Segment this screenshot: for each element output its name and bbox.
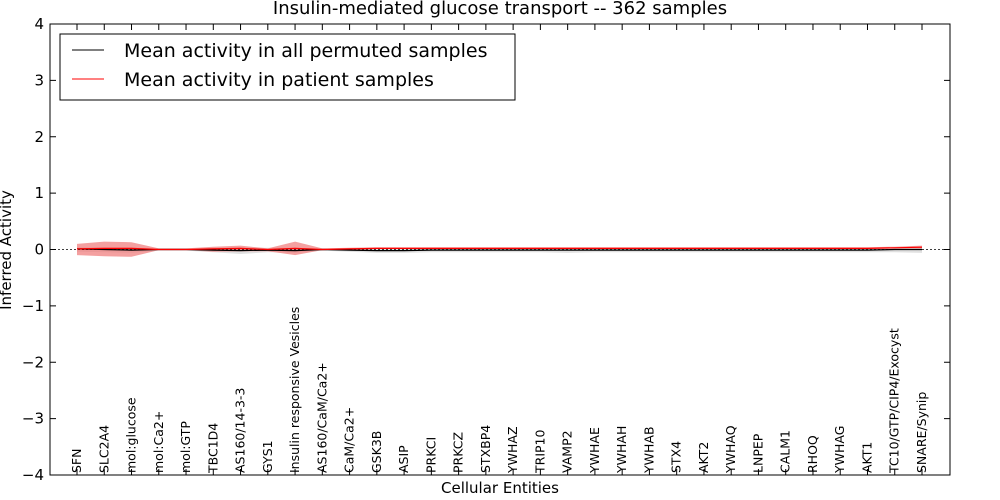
y-axis-title: Inferred Activity <box>0 190 15 310</box>
legend-label-permuted: Mean activity in all permuted samples <box>124 40 487 62</box>
x-tick-label: VAMP2 <box>560 430 575 473</box>
x-tick-label: STXBP4 <box>478 425 493 473</box>
x-axis-title: Cellular Entities <box>441 479 559 497</box>
x-tick-label: CaM/Ca2+ <box>342 407 357 473</box>
x-tick-label: GSK3B <box>369 431 384 473</box>
y-tick-label: 4 <box>34 15 44 33</box>
band-patient <box>77 241 922 257</box>
x-tick-label: AKT1 <box>860 442 875 473</box>
x-tick-label: CALM1 <box>778 430 793 473</box>
y-axis: −4 −3 −2 −1 0 1 2 3 4 <box>22 15 950 484</box>
x-tick-label: YWHAB <box>641 426 656 474</box>
x-tick-label: mol:glucose <box>124 397 139 473</box>
y-tick-label: 3 <box>34 71 44 89</box>
plot-area <box>50 241 950 257</box>
y-tick-label: −2 <box>22 353 44 371</box>
legend: Mean activity in all permuted samples Me… <box>59 33 516 101</box>
chart-title: Insulin-mediated glucose transport -- 36… <box>273 0 727 19</box>
x-axis: SFN SLC2A4 mol:glucose mol:Ca2+ mol:GTP TBC1D… <box>69 24 929 475</box>
x-tick-label: YWHAG <box>832 426 847 474</box>
x-tick-label: AS160/14-3-3 <box>233 388 248 473</box>
y-tick-label: −4 <box>22 466 44 484</box>
x-tick-label: ASIP <box>396 445 411 473</box>
x-tick-label: LNPEP <box>751 433 766 473</box>
x-tick-label: GYS1 <box>260 440 275 473</box>
line-patient <box>76 246 923 251</box>
x-tick-label: mol:Ca2+ <box>151 411 166 473</box>
x-tick-label: Insulin responsive Vesicles <box>287 307 302 473</box>
x-tick-label: PRKCI <box>423 437 438 473</box>
x-tick-label: SFN <box>69 449 84 473</box>
legend-box <box>59 33 516 101</box>
legend-label-patient: Mean activity in patient samples <box>124 69 434 91</box>
x-tick-label: mol:GTP <box>178 421 193 473</box>
x-tick-label: SLC2A4 <box>96 425 111 473</box>
x-tick-label: STX4 <box>669 441 684 473</box>
y-tick-label: −3 <box>22 410 44 428</box>
x-tick-label: YWHAZ <box>505 426 520 474</box>
x-tick-label: TBC1D4 <box>205 423 220 474</box>
x-tick-label: RHOQ <box>805 435 820 473</box>
line-permuted <box>76 248 922 252</box>
y-tick-label: −1 <box>22 297 44 315</box>
x-tick-label: YWHAH <box>614 426 629 474</box>
x-tick-label: YWHAQ <box>723 425 738 474</box>
x-tick-label: TRIP10 <box>532 430 547 474</box>
x-tick-label: AS160/CaM/Ca2+ <box>314 362 329 473</box>
y-tick-label: 2 <box>34 128 44 146</box>
x-tick-label: AKT2 <box>696 442 711 473</box>
x-tick-label: TC10/GTP/CIP4/Exocyst <box>887 328 902 474</box>
x-tick-label: PRKCZ <box>451 432 466 473</box>
x-tick-label: YWHAE <box>587 427 602 474</box>
y-tick-label: 1 <box>34 184 44 202</box>
x-tick-label: SNARE/Synip <box>914 392 929 473</box>
y-tick-label: 0 <box>34 241 44 259</box>
